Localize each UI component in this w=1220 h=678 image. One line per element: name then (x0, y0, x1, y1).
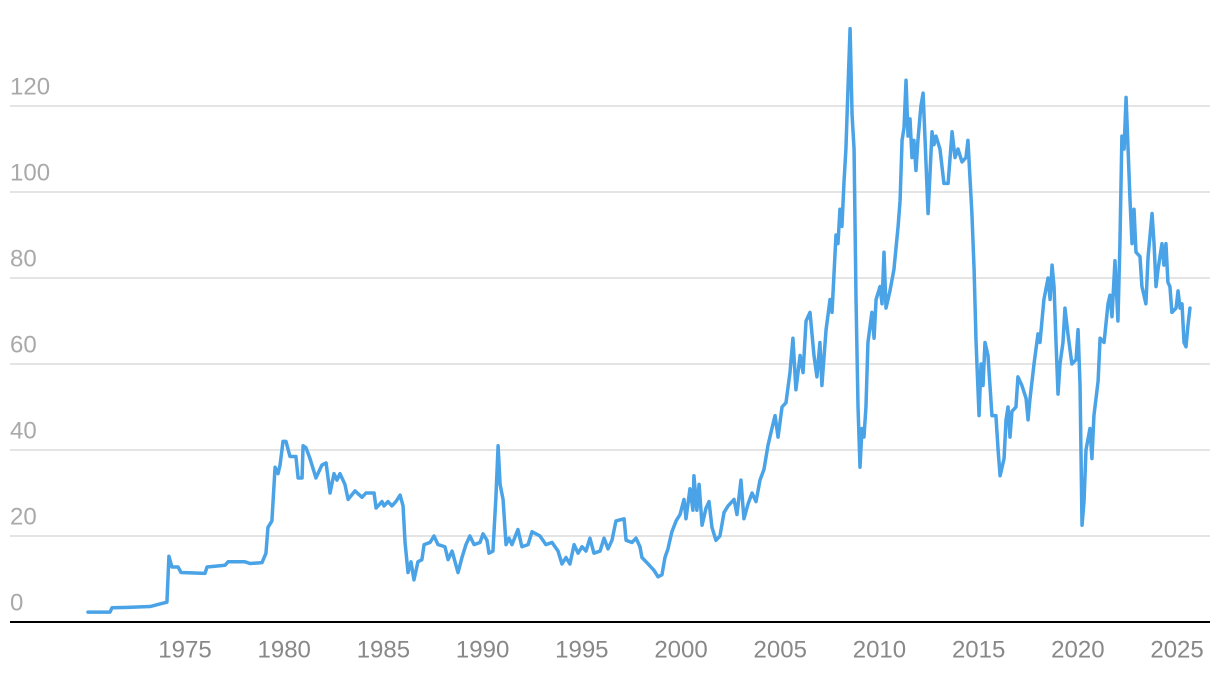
x-tick-label: 2010 (853, 636, 906, 663)
x-tick-label: 1980 (258, 636, 311, 663)
x-tick-label: 2000 (654, 636, 707, 663)
y-tick-label: 80 (10, 245, 37, 272)
data-line (86, 26, 1192, 614)
x-tick-label: 2020 (1051, 636, 1104, 663)
grid (10, 105, 1210, 623)
y-tick-label: 60 (10, 331, 37, 358)
y-tick-label: 40 (10, 417, 37, 444)
x-tick-label: 1975 (158, 636, 211, 663)
x-tick-label: 1990 (456, 636, 509, 663)
x-tick-label: 2025 (1150, 636, 1203, 663)
x-tick-label: 1995 (555, 636, 608, 663)
y-tick-label: 100 (10, 159, 50, 186)
y-tick-label: 120 (10, 73, 50, 100)
y-tick-label: 20 (10, 503, 37, 530)
x-tick-label: 2015 (952, 636, 1005, 663)
x-tick-label: 2005 (754, 636, 807, 663)
y-tick-label: 0 (10, 589, 23, 616)
x-tick-label: 1985 (357, 636, 410, 663)
